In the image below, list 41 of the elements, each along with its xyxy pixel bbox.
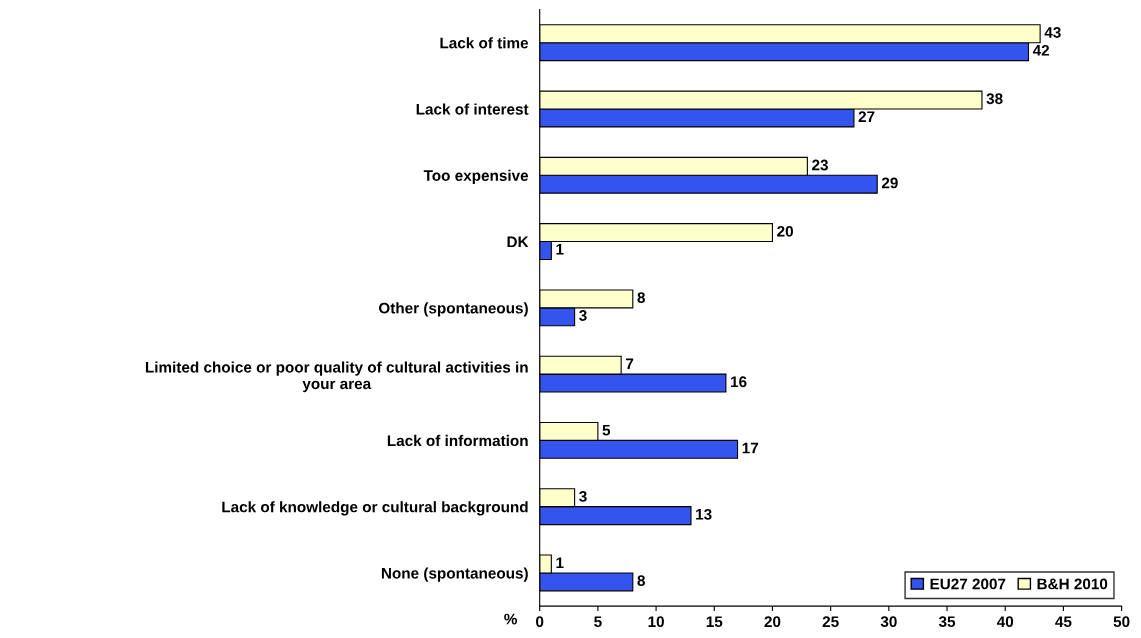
y-tick-label: None (spontaneous) — [381, 567, 528, 582]
y-tick-label: Too expensive — [423, 169, 529, 184]
x-tick-label: 0 — [536, 616, 544, 628]
x-tick-label: 50 — [1113, 616, 1130, 628]
x-axis-title: % — [504, 613, 517, 625]
x-tick-label: 5 — [594, 616, 602, 628]
data-label: 13 — [696, 508, 712, 520]
data-label: 8 — [637, 292, 645, 303]
data-label: 1 — [556, 557, 564, 568]
data-label: 27 — [858, 111, 875, 122]
y-tick-label: Other (spontaneous) — [378, 302, 528, 317]
data-label: 1 — [556, 243, 564, 255]
data-label: 8 — [637, 575, 645, 587]
data-label: 3 — [579, 491, 587, 502]
x-tick-label: 35 — [938, 616, 956, 628]
data-label: 20 — [777, 225, 793, 237]
data-label: 7 — [625, 358, 634, 370]
legend-label: B&H 2010 — [1037, 578, 1108, 590]
y-tick-label: Lack of information — [387, 434, 528, 447]
x-tick-label: 25 — [822, 616, 839, 628]
data-label: 38 — [986, 93, 1003, 105]
y-tick-label: Limited choice or poor quality of cultural activities in your area — [145, 361, 528, 393]
data-label: 43 — [1044, 27, 1061, 38]
data-label: 23 — [812, 159, 828, 171]
x-tick-label: 40 — [996, 616, 1014, 628]
y-tick-label: Lack of time — [440, 37, 529, 49]
data-label: 42 — [1032, 44, 1050, 56]
x-tick-label: 30 — [880, 616, 897, 628]
y-tick-label: Lack of knowledge or cultural background — [222, 501, 528, 516]
x-tick-label: 10 — [648, 616, 664, 628]
x-tick-label: 45 — [1055, 616, 1072, 628]
data-label: 3 — [579, 310, 587, 321]
x-tick-label: 20 — [764, 616, 781, 628]
legend-label: EU27 2007 — [930, 578, 1006, 590]
y-tick-label: DK — [507, 236, 529, 248]
data-label: 17 — [742, 442, 759, 454]
y-tick-label: Lack of interest — [416, 103, 529, 115]
x-tick-label: 15 — [706, 616, 723, 628]
data-label: 29 — [881, 177, 898, 189]
data-label: 5 — [602, 424, 611, 436]
data-label: 16 — [731, 376, 747, 388]
